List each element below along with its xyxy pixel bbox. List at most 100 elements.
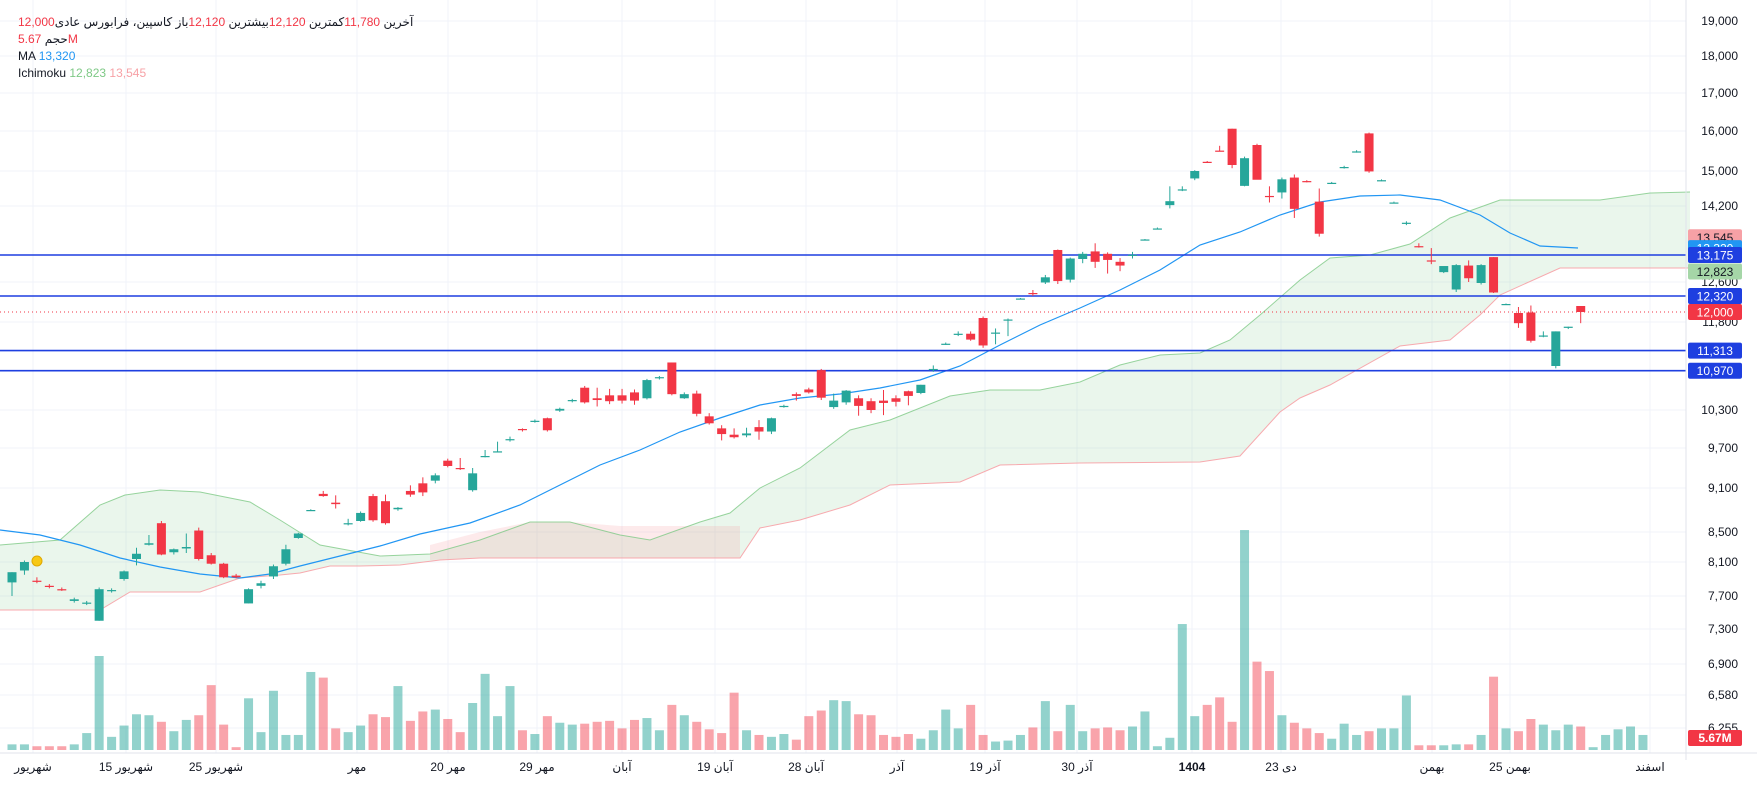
candle-body[interactable]: [779, 405, 789, 408]
candle-body[interactable]: [754, 427, 764, 432]
candle-body[interactable]: [1128, 254, 1137, 256]
candle-body[interactable]: [493, 451, 503, 453]
candle-body[interactable]: [829, 400, 839, 408]
candle-body[interactable]: [605, 395, 615, 402]
candle-body[interactable]: [692, 393, 702, 414]
candle-body[interactable]: [19, 562, 29, 571]
candle-body[interactable]: [1090, 251, 1100, 262]
candle-body[interactable]: [704, 416, 714, 424]
candle-body[interactable]: [430, 475, 440, 481]
candle-body[interactable]: [405, 490, 415, 495]
candle-body[interactable]: [1252, 145, 1262, 180]
candle-body[interactable]: [94, 589, 104, 621]
candle-body[interactable]: [256, 583, 266, 586]
legend-ma-row[interactable]: MA 13,320: [18, 48, 413, 65]
candle-body[interactable]: [468, 473, 478, 491]
candle-body[interactable]: [729, 434, 739, 438]
candle-body[interactable]: [592, 398, 602, 401]
candle-body[interactable]: [1053, 249, 1063, 282]
candle-body[interactable]: [1240, 158, 1250, 186]
candle-body[interactable]: [1289, 177, 1299, 209]
candle-body[interactable]: [1015, 298, 1025, 300]
candle-body[interactable]: [742, 433, 752, 436]
candle-body[interactable]: [866, 401, 876, 410]
candle-body[interactable]: [1451, 265, 1461, 290]
candle-body[interactable]: [1563, 326, 1573, 328]
candle-body[interactable]: [381, 501, 390, 524]
candle-body[interactable]: [231, 575, 241, 578]
symbol-title[interactable]: کاسپین، فرابورس عادی: [54, 15, 173, 29]
candle-body[interactable]: [1277, 179, 1287, 193]
candle-body[interactable]: [1190, 171, 1200, 179]
candle-body[interactable]: [169, 549, 179, 553]
candle-body[interactable]: [1414, 246, 1424, 248]
candle-body[interactable]: [1439, 266, 1449, 273]
candle-body[interactable]: [244, 589, 254, 604]
candle-body[interactable]: [854, 398, 864, 406]
candle-body[interactable]: [119, 571, 129, 579]
candle-body[interactable]: [1140, 239, 1150, 241]
candle-body[interactable]: [1227, 128, 1237, 165]
candle-body[interactable]: [1115, 261, 1125, 266]
candle-body[interactable]: [766, 418, 776, 432]
legend-ichimoku-row[interactable]: Ichimoku 12,823 13,545: [18, 65, 413, 82]
candle-body[interactable]: [1264, 195, 1274, 198]
candle-body[interactable]: [1464, 265, 1474, 279]
candle-body[interactable]: [82, 602, 92, 604]
candle-body[interactable]: [44, 585, 54, 587]
candle-body[interactable]: [1215, 150, 1225, 152]
candle-body[interactable]: [1551, 331, 1561, 366]
candle-body[interactable]: [1040, 277, 1050, 283]
candle-body[interactable]: [555, 408, 565, 411]
candle-body[interactable]: [1327, 182, 1337, 185]
candle-body[interactable]: [654, 377, 664, 379]
candle-body[interactable]: [443, 460, 453, 466]
candle-body[interactable]: [791, 394, 801, 396]
candle-body[interactable]: [1003, 319, 1013, 321]
candle-body[interactable]: [107, 590, 117, 592]
candle-body[interactable]: [1489, 257, 1499, 293]
candle-body[interactable]: [1152, 228, 1162, 230]
candle-body[interactable]: [667, 362, 677, 395]
candle-body[interactable]: [156, 523, 166, 555]
candle-body[interactable]: [268, 566, 278, 577]
candle-body[interactable]: [1339, 167, 1349, 169]
candle-body[interactable]: [331, 502, 341, 505]
candle-body[interactable]: [194, 530, 204, 559]
candle-body[interactable]: [517, 429, 527, 431]
candle-body[interactable]: [306, 510, 316, 512]
horizontal-levels[interactable]: [0, 254, 1686, 372]
candle-body[interactable]: [978, 318, 988, 346]
candle-body[interactable]: [567, 400, 577, 402]
candle-body[interactable]: [816, 370, 826, 398]
candle-body[interactable]: [966, 333, 976, 340]
candle-body[interactable]: [928, 368, 938, 371]
candle-body[interactable]: [679, 394, 689, 399]
candle-body[interactable]: [879, 400, 888, 403]
candle-body[interactable]: [1103, 253, 1113, 260]
candle-body[interactable]: [343, 523, 353, 525]
candle-body[interactable]: [32, 580, 42, 582]
candle-body[interactable]: [1302, 181, 1312, 183]
candle-body[interactable]: [181, 547, 191, 549]
candle-body[interactable]: [1078, 253, 1088, 259]
candle-body[interactable]: [1314, 201, 1324, 234]
candle-body[interactable]: [1526, 312, 1536, 341]
legend-volume-row[interactable]: حجم 5.67M: [18, 31, 413, 48]
candle-body[interactable]: [1513, 313, 1523, 324]
candle-body[interactable]: [804, 389, 814, 393]
time-axis[interactable]: شهریور 15 شهریور 25 شهریور مهر 20 مهر 29 مهر آ…: [13, 759, 1664, 775]
candle-body[interactable]: [580, 387, 590, 403]
event-marker-icon[interactable]: [31, 555, 43, 567]
candle-body[interactable]: [1202, 161, 1212, 163]
candle-body[interactable]: [1389, 202, 1399, 204]
candle-body[interactable]: [356, 512, 366, 521]
candle-body[interactable]: [941, 343, 951, 345]
candle-body[interactable]: [1364, 133, 1374, 172]
candle-body[interactable]: [953, 333, 963, 335]
candle-body[interactable]: [717, 428, 727, 435]
candle-body[interactable]: [1426, 260, 1436, 262]
candle-body[interactable]: [132, 553, 141, 559]
candle-body[interactable]: [393, 507, 403, 510]
